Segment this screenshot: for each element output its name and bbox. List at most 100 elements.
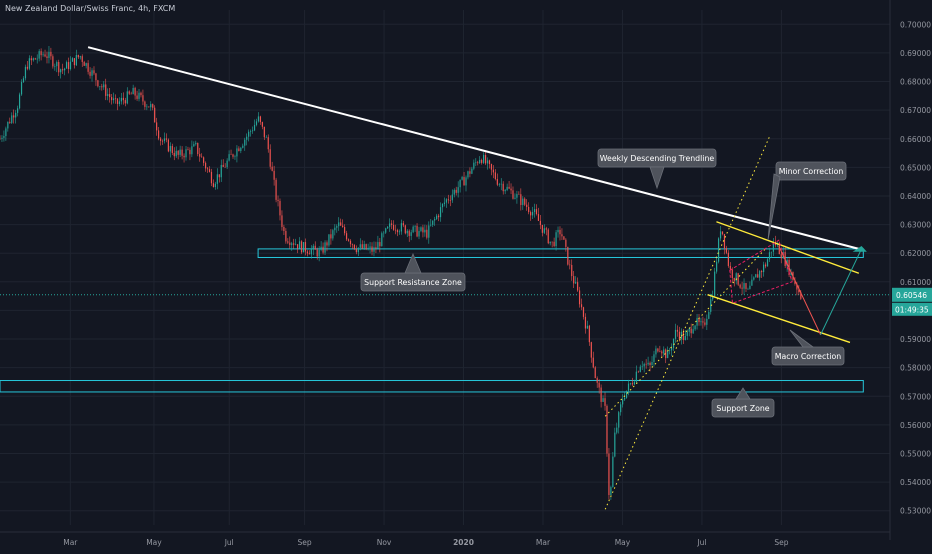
candle-body	[30, 58, 32, 61]
candle-body	[112, 98, 115, 101]
candle-body	[199, 154, 201, 157]
trendline-callout-label: Weekly Descending Trendline	[600, 154, 715, 163]
candle-body	[324, 242, 326, 253]
candle-body	[457, 187, 459, 193]
candle-body	[42, 54, 44, 56]
candle-body	[230, 154, 232, 155]
descending-channel-upper	[716, 221, 860, 274]
candle-body	[723, 234, 726, 249]
candle-body	[465, 177, 467, 186]
candle-body	[279, 200, 281, 216]
candle-body	[672, 338, 675, 348]
candle-body	[146, 106, 148, 108]
projection-up-leg	[820, 248, 862, 335]
minor-correction-callout-label: Minor Correction	[779, 167, 844, 176]
candle-body	[766, 259, 769, 267]
candle-body	[291, 243, 293, 245]
candle-body	[179, 149, 181, 155]
candle-body	[304, 242, 307, 252]
candle-body	[134, 87, 136, 96]
trendline-callout[interactable]: Weekly Descending Trendline	[597, 148, 717, 190]
candle-body	[20, 82, 23, 95]
candle-body	[661, 351, 663, 354]
candle-body	[34, 58, 36, 60]
candle-body	[302, 242, 305, 253]
candle-body	[5, 128, 7, 137]
support-zone-callout[interactable]: Support Zone	[711, 387, 775, 418]
candle-body	[776, 244, 778, 246]
candle-body	[163, 138, 166, 142]
candle-body	[506, 186, 508, 190]
minor-correction-callout[interactable]: Minor Correction	[767, 161, 847, 241]
candle-body	[369, 246, 371, 248]
candle-body	[334, 227, 336, 231]
y-tick-label: 0.59000	[900, 335, 931, 344]
candle-body	[602, 398, 604, 402]
candle-body	[48, 51, 50, 58]
candle-body	[226, 160, 228, 168]
candle-body	[203, 157, 205, 163]
candle-body	[187, 149, 189, 150]
candle-body	[743, 283, 745, 289]
support-resistance-callout[interactable]: Support Resistance Zone	[360, 252, 466, 292]
candle-body	[763, 264, 765, 273]
candle-body	[604, 398, 606, 406]
candle-body	[336, 226, 338, 228]
candle-body	[420, 227, 422, 231]
macro-correction-callout[interactable]: Macro Correction	[771, 329, 845, 366]
candle-body	[659, 351, 661, 353]
candle-body	[91, 70, 93, 76]
candle-body	[747, 288, 749, 290]
candle-body	[475, 162, 477, 163]
candle-body	[173, 152, 175, 157]
candle-body	[114, 98, 117, 99]
candle-body	[551, 241, 553, 243]
candle-body	[555, 232, 557, 247]
candle-body	[504, 189, 506, 192]
candle-body	[167, 139, 169, 152]
candle-body	[610, 487, 612, 495]
candle-body	[757, 274, 759, 278]
candle-body	[608, 453, 610, 495]
candle-body	[396, 230, 399, 233]
candle-body	[449, 200, 451, 201]
candle-body	[663, 349, 665, 354]
candle-body	[371, 246, 373, 252]
candle-body	[751, 279, 753, 286]
candle-body	[52, 56, 54, 67]
candle-body	[719, 231, 722, 239]
candle-body	[559, 229, 561, 235]
candle-body	[387, 226, 389, 229]
candle-body	[118, 101, 121, 104]
candle-body	[469, 171, 471, 174]
candle-body	[477, 162, 479, 164]
candle-body	[222, 164, 224, 167]
candle-body	[320, 246, 322, 250]
candle-body	[246, 136, 248, 140]
candle-body	[639, 366, 641, 373]
projection-down-leg	[778, 245, 822, 335]
candle-body	[651, 362, 653, 366]
candle-body	[159, 138, 162, 141]
candle-body	[297, 244, 299, 249]
x-tick-label: 2020	[453, 538, 474, 547]
candle-body	[484, 155, 487, 164]
candle-body	[244, 139, 246, 146]
candle-body	[60, 69, 62, 73]
candle-body	[253, 124, 256, 131]
candle-body	[73, 58, 76, 66]
candle-body	[285, 230, 287, 242]
candle-body	[385, 228, 387, 233]
candle-body	[383, 232, 385, 234]
candle-body	[361, 244, 363, 249]
candle-body	[612, 456, 614, 488]
y-tick-label: 0.54000	[900, 478, 931, 487]
candle-body	[545, 228, 547, 230]
y-tick-label: 0.65000	[900, 163, 931, 172]
candle-body	[412, 226, 414, 233]
candle-body	[635, 371, 637, 382]
candle-body	[265, 137, 267, 138]
candle-body	[154, 107, 156, 123]
